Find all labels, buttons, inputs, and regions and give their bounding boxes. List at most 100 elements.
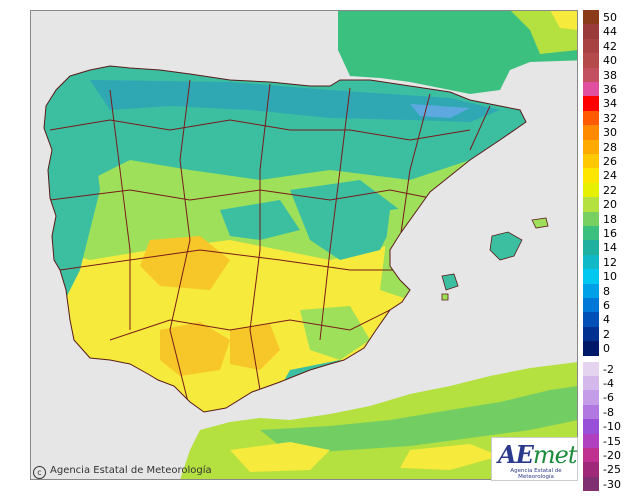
legend-item: -6	[583, 390, 630, 406]
legend-swatch	[583, 125, 599, 140]
legend-label: 44	[603, 25, 617, 39]
legend-label: -2	[603, 362, 614, 376]
legend-swatch	[583, 211, 599, 226]
legend-label: 26	[603, 155, 617, 168]
legend-label: 24	[603, 169, 617, 183]
legend-label: -30	[603, 477, 621, 491]
legend-swatch	[583, 404, 599, 420]
legend-swatch	[583, 433, 599, 448]
legend-label: 10	[603, 270, 617, 284]
temperature-legend: 50 44 42 40 38 36 34 32 30 28 26 24 22 20 18 16 14 12 10 8 6…	[583, 10, 630, 492]
legend-label: 36	[603, 83, 617, 96]
legend-item: 16	[583, 226, 630, 242]
legend-label: -25	[603, 463, 621, 477]
legend-swatch	[583, 254, 599, 270]
legend-swatch	[583, 312, 599, 327]
legend-label: 4	[603, 313, 610, 327]
legend-label: 38	[603, 68, 617, 82]
legend-item: 14	[583, 240, 630, 256]
legend-label: 2	[603, 327, 610, 341]
legend-item: -20	[583, 448, 630, 464]
legend-swatch	[583, 226, 599, 241]
legend-item: 4	[583, 312, 630, 328]
legend-item: 44	[583, 24, 630, 40]
legend-item: 40	[583, 53, 630, 69]
balearic-islands	[441, 217, 549, 301]
legend-swatch	[583, 283, 599, 298]
legend-swatch	[583, 462, 599, 477]
legend-swatch	[583, 376, 599, 391]
copyright-notice: c Agencia Estatal de Meteorología	[33, 465, 212, 479]
legend-label: 16	[603, 227, 617, 240]
legend-item: -25	[583, 462, 630, 478]
legend-label: 34	[603, 97, 617, 111]
legend-swatch	[583, 197, 599, 212]
legend-label: -10	[603, 420, 621, 434]
legend-item: -15	[583, 433, 630, 450]
legend-label: -20	[603, 449, 621, 462]
legend-label: 50	[603, 11, 617, 24]
legend-swatch	[583, 38, 599, 54]
legend-item: 12	[583, 254, 630, 271]
legend-swatch	[583, 24, 599, 39]
france-land	[338, 10, 578, 94]
legend-item: 22	[583, 182, 630, 199]
legend-label: -8	[603, 405, 614, 419]
legend-swatch	[583, 361, 599, 376]
legend-swatch	[583, 298, 599, 313]
aemet-logo: AEmet Agencia Estatal de Meteorología	[491, 437, 578, 481]
copyright-icon: c	[33, 466, 46, 479]
legend-label: 20	[603, 198, 617, 212]
logo-word: AEmet	[498, 440, 578, 469]
legend-item: 38	[583, 67, 630, 84]
legend-label: -4	[603, 377, 614, 390]
legend-swatch	[583, 154, 599, 169]
legend-item: 28	[583, 139, 630, 156]
legend-item: 36	[583, 82, 630, 98]
legend-swatch	[583, 10, 599, 25]
legend-item: 42	[583, 38, 630, 55]
legend-swatch	[583, 390, 599, 405]
legend-swatch	[583, 269, 599, 284]
legend-item: 2	[583, 326, 630, 343]
legend-swatch	[583, 419, 599, 434]
legend-label: -15	[603, 434, 621, 448]
legend-swatch	[583, 96, 599, 111]
legend-swatch	[583, 110, 599, 126]
legend-swatch	[583, 168, 599, 183]
legend-item: 20	[583, 197, 630, 213]
legend-item: 26	[583, 154, 630, 170]
legend-item: -8	[583, 404, 630, 421]
copyright-text: Agencia Estatal de Meteorología	[50, 465, 212, 476]
legend-label: 40	[603, 54, 617, 68]
legend-swatch	[583, 67, 599, 82]
temperature-map	[30, 10, 578, 480]
legend-item: 18	[583, 211, 630, 228]
legend-item: -10	[583, 419, 630, 435]
legend-item: -2	[583, 361, 630, 378]
legend-label: 8	[603, 284, 610, 298]
logo-subtitle: Agencia Estatal de Meteorología	[510, 468, 562, 480]
legend-item: 34	[583, 96, 630, 112]
legend-label: 30	[603, 126, 617, 140]
legend-swatch	[583, 476, 599, 492]
legend-swatch	[583, 448, 599, 463]
legend-label: 22	[603, 183, 617, 197]
legend-swatch	[583, 326, 599, 342]
legend-item: 6	[583, 298, 630, 314]
legend-item: 50	[583, 10, 630, 26]
legend-swatch	[583, 82, 599, 97]
legend-swatch	[583, 53, 599, 68]
legend-label: 12	[603, 255, 617, 269]
legend-label: 0	[603, 342, 610, 356]
legend-swatch	[583, 182, 599, 198]
legend-item: -4	[583, 376, 630, 392]
legend-item: 8	[583, 283, 630, 300]
legend-item: 24	[583, 168, 630, 184]
legend-swatch	[583, 139, 599, 154]
legend-item: 32	[583, 110, 630, 127]
legend-item: 0	[583, 341, 630, 357]
legend-item: 10	[583, 269, 630, 285]
legend-swatch	[583, 341, 599, 356]
legend-label: 18	[603, 212, 617, 226]
